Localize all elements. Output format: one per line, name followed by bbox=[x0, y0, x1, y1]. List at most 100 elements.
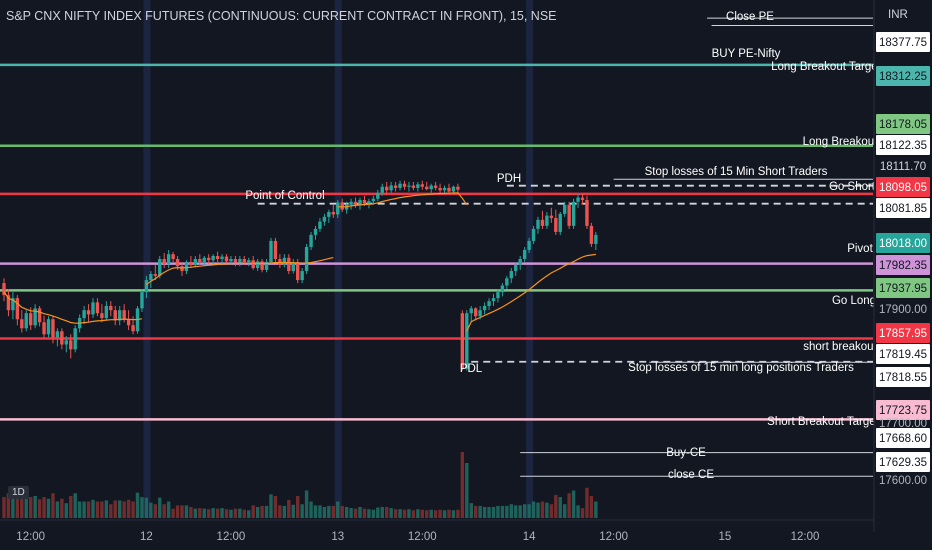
candle-body bbox=[122, 310, 126, 320]
candle-body bbox=[131, 325, 135, 332]
candle-body bbox=[367, 201, 371, 204]
volume-bar bbox=[416, 509, 420, 518]
level-label: Go Long bbox=[832, 295, 876, 307]
volume-bar bbox=[398, 509, 402, 518]
price-badge-label: 18018.00 bbox=[879, 238, 927, 250]
candle-body bbox=[118, 310, 122, 321]
volume-bar bbox=[514, 505, 518, 518]
candle-body bbox=[29, 313, 33, 326]
candle-body bbox=[509, 271, 513, 279]
volume-bar bbox=[269, 494, 273, 518]
level-label: Long Breakout Target bbox=[771, 61, 882, 73]
candle-body bbox=[402, 183, 407, 187]
volume-bar bbox=[193, 508, 198, 518]
candle-body bbox=[518, 259, 522, 266]
candle-body bbox=[416, 184, 420, 188]
candle-body bbox=[545, 215, 549, 226]
candle-body bbox=[589, 225, 594, 244]
candle-body bbox=[211, 255, 215, 261]
candle-body bbox=[198, 259, 202, 263]
volume-bar bbox=[238, 508, 242, 518]
candle-body bbox=[313, 228, 318, 235]
candle-body bbox=[331, 212, 335, 215]
candle-body bbox=[425, 186, 429, 190]
level-label: Pivot bbox=[847, 243, 873, 255]
volume-bar bbox=[331, 505, 335, 518]
volume-bar bbox=[166, 501, 171, 518]
candle-body bbox=[55, 331, 60, 338]
candle-body bbox=[500, 285, 505, 293]
volume-bar bbox=[69, 496, 73, 518]
level-label: Go Short bbox=[829, 181, 876, 193]
volume-bar bbox=[531, 501, 536, 518]
candle-body bbox=[536, 219, 540, 229]
level-label: close CE bbox=[668, 469, 714, 481]
volume-bar bbox=[362, 508, 367, 518]
volume-bar bbox=[522, 504, 527, 518]
candle-body bbox=[171, 254, 175, 259]
symbol-title: S&P CNX NIFTY INDEX FUTURES (CONTINUOUS:… bbox=[6, 9, 557, 23]
volume-bar bbox=[247, 510, 251, 518]
time-tick-label: 12:00 bbox=[217, 531, 246, 543]
candle-body bbox=[229, 259, 233, 262]
price-badge bbox=[876, 428, 930, 448]
candle-body bbox=[447, 187, 451, 192]
volume-bar bbox=[229, 509, 233, 518]
volume-bar bbox=[11, 493, 15, 518]
volume-bar bbox=[482, 507, 487, 518]
volume-bar bbox=[255, 507, 260, 518]
price-badge bbox=[876, 198, 930, 218]
candle-body bbox=[109, 305, 113, 311]
candle-body bbox=[451, 186, 456, 192]
interval-badge[interactable]: 1D bbox=[8, 486, 29, 499]
volume-bar bbox=[554, 494, 558, 518]
price-badge-label: 17819.45 bbox=[879, 349, 927, 361]
candle-body bbox=[193, 259, 198, 266]
volume-bar bbox=[300, 504, 304, 518]
candle-body bbox=[398, 183, 402, 188]
price-badge bbox=[876, 367, 930, 387]
candle-body bbox=[456, 186, 460, 190]
volume-bar bbox=[344, 507, 349, 518]
candle-body bbox=[291, 262, 295, 272]
volume-bar bbox=[37, 499, 42, 518]
candle-body bbox=[2, 283, 6, 296]
currency-label[interactable]: INR bbox=[888, 9, 908, 21]
candle-body bbox=[95, 302, 100, 314]
candle-body bbox=[300, 271, 304, 281]
volume-bar bbox=[349, 508, 353, 518]
price-badge-label: 18098.05 bbox=[879, 182, 927, 194]
time-tick-label: 13 bbox=[331, 531, 344, 543]
level-label: PDH bbox=[497, 173, 521, 185]
vwap-line bbox=[146, 257, 334, 286]
price-badge bbox=[876, 278, 930, 298]
candle-body bbox=[549, 215, 554, 219]
volume-bar bbox=[585, 487, 589, 518]
volume-bar bbox=[411, 510, 416, 518]
level-label: Short Breakout Target bbox=[767, 416, 879, 428]
candle-body bbox=[255, 261, 260, 269]
volume-bar bbox=[220, 508, 224, 518]
candle-body bbox=[162, 259, 166, 264]
vwap-line bbox=[337, 192, 468, 208]
volume-bar bbox=[144, 497, 149, 518]
volume-bar bbox=[451, 510, 456, 518]
candle-body bbox=[144, 280, 149, 293]
candle-body bbox=[91, 302, 95, 315]
volume-bar bbox=[358, 507, 362, 518]
volume-bar bbox=[478, 505, 482, 518]
candle-body bbox=[393, 185, 398, 188]
candle-body bbox=[189, 262, 193, 266]
volume-bar bbox=[469, 503, 473, 518]
volume-bar bbox=[135, 492, 140, 518]
volume-bar bbox=[95, 501, 100, 518]
candle-body bbox=[69, 340, 73, 350]
volume-bar bbox=[447, 509, 451, 518]
volume-bar bbox=[264, 505, 269, 518]
volume-bar bbox=[420, 509, 424, 518]
candle-body bbox=[505, 278, 509, 286]
volume-bar bbox=[571, 490, 576, 518]
price-badge bbox=[876, 255, 930, 275]
candle-body bbox=[166, 254, 171, 264]
